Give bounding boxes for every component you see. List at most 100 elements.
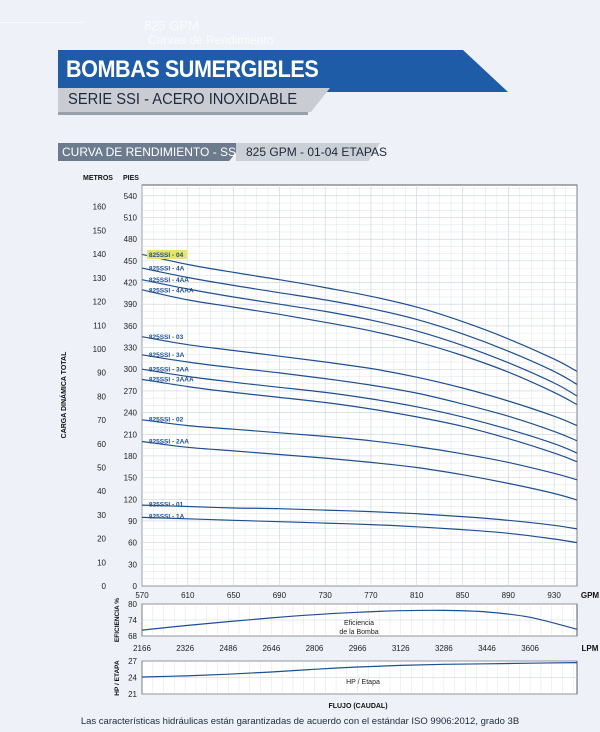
curve-line [141,368,578,454]
curve-label: 825SSI - 3AA [149,366,189,373]
x-axis-unit-gpm: GPM [581,591,600,600]
y-tick-label-pies: 270 [124,387,138,396]
curve-label: 825SSI - 02 [149,417,184,424]
y-tick-label-pies: 120 [124,495,138,504]
y-tick-label-metros: 100 [93,345,107,354]
y-tick-label-pies: 510 [124,214,138,223]
y-tick-label-metros: 110 [93,321,106,330]
y-tick-label-pies: 30 [128,560,137,569]
y-tick-label-metros: 60 [97,440,106,449]
y-tick-label-metros: 150 [93,226,107,235]
hp-curve [141,662,578,678]
page-subtitle: SERIE SSI - ACERO INOXIDABLE [68,91,298,108]
x-tick-label-lpm: 3286 [435,644,453,653]
y-tick-label-pies: 330 [124,344,138,353]
curve-label: 825SSI - 4A [149,266,185,273]
y-tick-label-pies: 540 [124,192,138,201]
subtitle-banner-shadow [58,112,308,115]
section-tab-light [236,143,380,161]
title-banner [58,50,508,92]
curve-line [141,419,578,481]
x-tick-label-gpm: 890 [502,591,516,600]
y-tick-label-pies: 480 [124,235,138,244]
y-tick-label-metros: 160 [93,203,107,212]
x-tick-label-lpm: 2646 [262,644,280,653]
y-tick-label-pies: 60 [128,539,137,548]
x-tick-label-lpm: 3606 [521,644,539,653]
y-tick-label-metros: 140 [93,250,107,259]
curve-label: 825SSI - 04 [149,252,184,259]
y-tick-label-metros: 120 [93,298,107,307]
y-tick-label-pies: 450 [124,257,138,266]
y-tick-label-pies: 360 [124,322,138,331]
page-title: BOMBAS SUMERGIBLES [66,56,319,83]
x-tick-label-lpm: 2486 [219,644,237,653]
y-tick-label-pies: 240 [124,409,138,418]
y-tick-label-metros: 130 [93,274,107,283]
curve-label-highlight [146,249,187,259]
x-tick-label-lpm: 3126 [392,644,410,653]
y-tick-label-metros: 10 [97,558,106,567]
y-tick-label-metros: 30 [97,511,106,520]
x-tick-label-gpm: 690 [273,591,287,600]
y-axis-title: CARGA DINÁMICA TOTAL [59,351,68,438]
curve-label: 825SSI - 03 [149,334,184,341]
x-tick-label-lpm: 3446 [478,644,496,653]
subtitle-banner [58,88,330,112]
x-tick-label-lpm: 2326 [176,644,194,653]
y-tick-label-pies: 150 [124,474,138,483]
curve-line [141,279,578,397]
y-unit-label-metros: METROS [83,175,113,182]
footnote: Las características hidráulicas están ga… [80,716,520,727]
y-unit-label-pies: PIES [123,175,139,182]
y-tick-label-pies: 390 [124,300,138,309]
section-label-curve: CURVA DE RENDIMIENTO - SSI 10" [62,145,261,159]
flow-axis-title: FLUJO (CAUDAL) [328,703,387,710]
curve-label: 825SSI - 01 [149,501,184,508]
y-tick-label-pies: 90 [128,517,137,526]
efficiency-annotation: Eficiencia [344,620,374,627]
curve-line [141,378,578,463]
curve-line [141,253,578,372]
curve-line [141,267,578,385]
y-tick-label-pies: 420 [124,279,138,288]
x-tick-label-gpm: 810 [410,591,424,600]
x-tick-label-gpm: 610 [181,591,195,600]
x-tick-label-gpm: 570 [135,591,149,600]
section-tab-dark [58,143,244,161]
curve-label: 825SSI - 3A [149,352,185,359]
efficiency-y-tick: 68 [128,632,137,641]
curve-label: 825SSI - 3AAA [149,377,194,384]
y-tick-label-pies: 180 [124,452,138,461]
efficiency-y-tick: 80 [128,600,137,609]
y-tick-label-metros: 70 [97,416,106,425]
efficiency-y-tick: 74 [128,616,137,625]
y-tick-label-metros: 20 [97,535,106,544]
x-tick-label-gpm: 730 [318,591,332,600]
x-axis-unit-lpm: LPM [582,644,599,653]
curve-line [141,336,578,427]
curve-label: 825SSI - 1A [149,514,185,521]
x-tick-label-lpm: 2806 [306,644,324,653]
y-tick-label-metros: 80 [97,392,106,401]
efficiency-annotation: de la Bomba [339,629,378,636]
hp-y-tick: 21 [128,690,137,699]
section-label-model: 825 GPM - 01-04 ETAPAS [246,145,387,159]
curve-line [141,516,578,544]
x-tick-label-gpm: 650 [227,591,241,600]
hp-y-title: HP / ETAPA [114,660,121,696]
efficiency-curve [141,609,578,631]
curve-line [141,440,578,501]
x-tick-label-gpm: 930 [547,591,561,600]
y-tick-label-metros: 40 [97,487,106,496]
y-tick-label-pies: 0 [133,582,138,591]
curve-line [141,504,578,530]
x-tick-label-gpm: 850 [456,591,470,600]
curve-line [141,354,578,442]
y-tick-label-pies: 210 [124,430,138,439]
hp-annotation: HP / Etapa [346,679,380,686]
curve-label: 825SSI - 4AA [149,277,189,284]
x-tick-label-lpm: 2166 [133,644,151,653]
efficiency-y-title: EFICIENCIA % [114,598,121,642]
